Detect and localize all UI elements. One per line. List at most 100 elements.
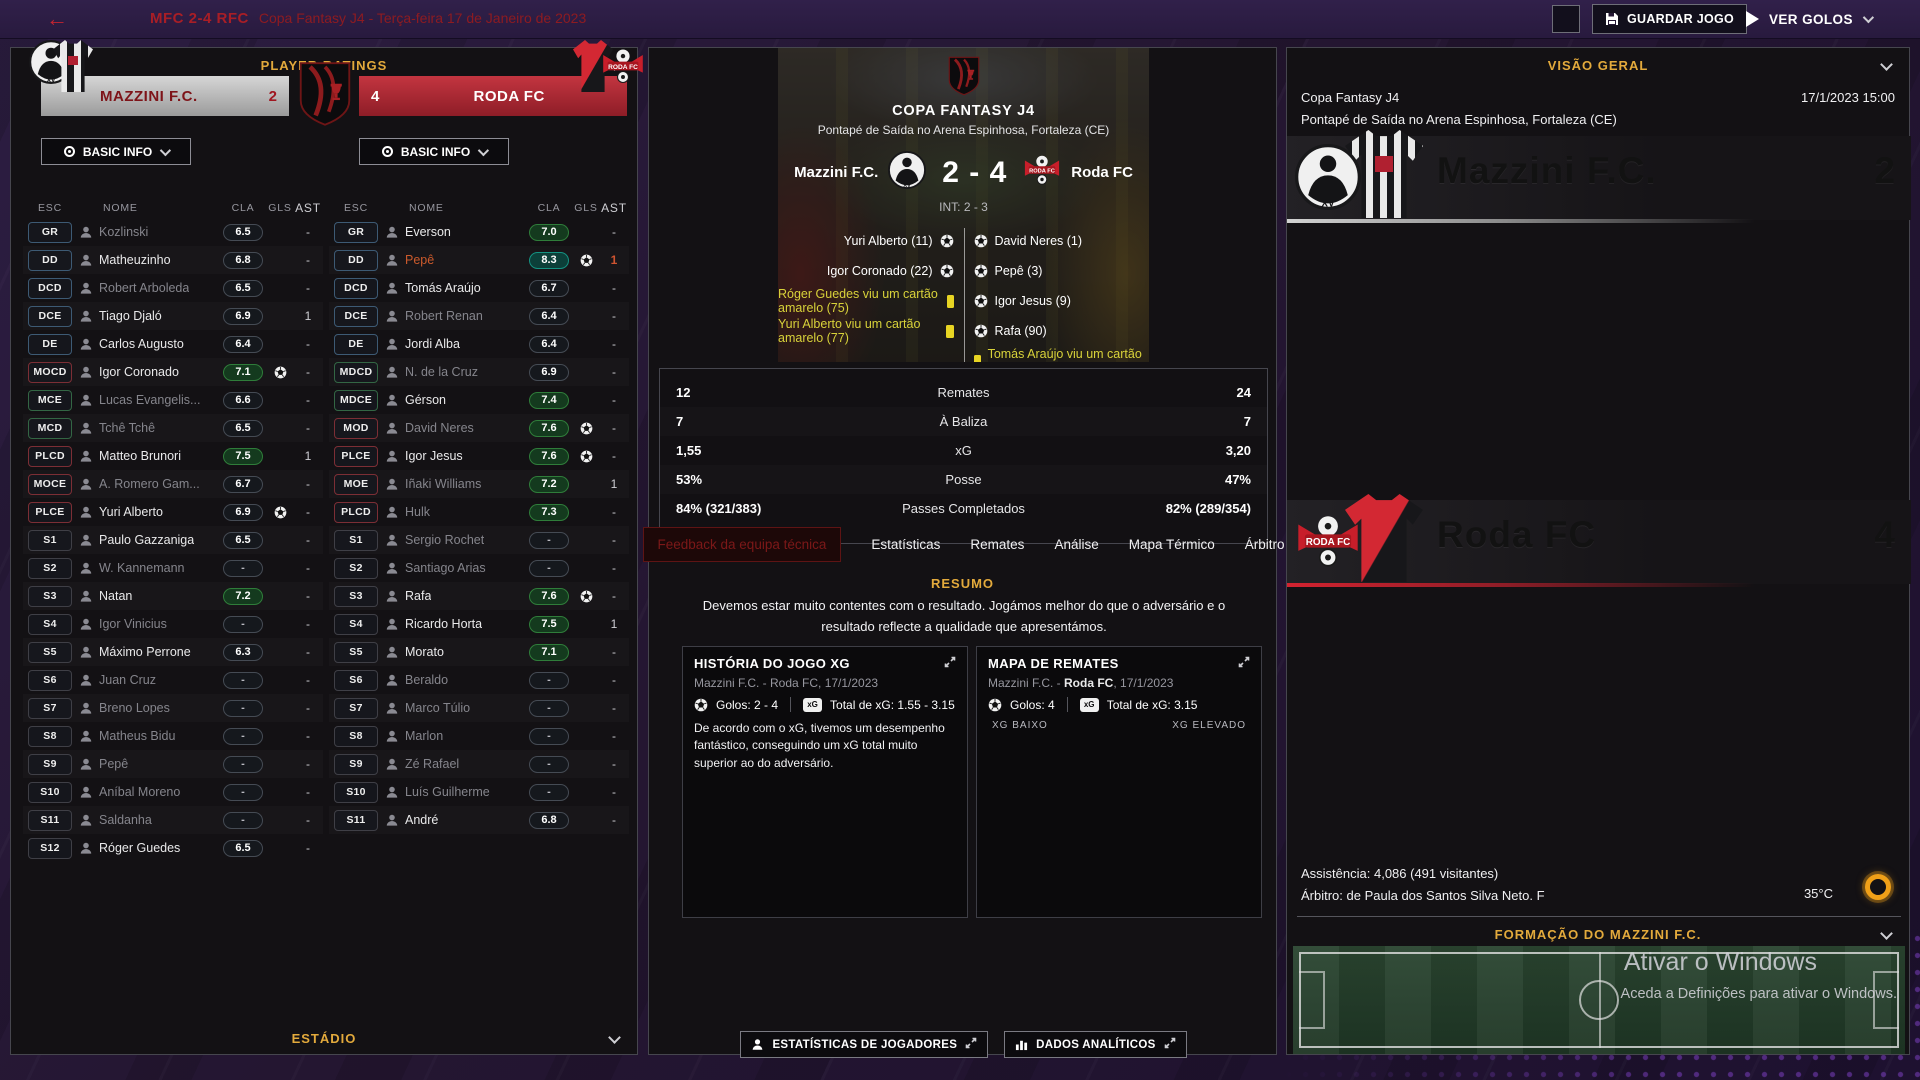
player-row[interactable]: S8 Matheus Bidu - - xyxy=(23,722,323,750)
player-row[interactable]: MCE Lucas Evangelis... 6.6 - xyxy=(23,386,323,414)
player-name: Tomás Araújo xyxy=(405,281,481,295)
player-name: Santiago Arias xyxy=(405,561,486,575)
player-row[interactable]: MOCE A. Romero Gam... 6.7 - xyxy=(23,470,323,498)
player-row[interactable]: PLCD Matteo Brunori 7.5 1 xyxy=(23,442,323,470)
back-arrow-icon[interactable]: ← xyxy=(46,6,68,31)
away-team-name: Roda FC xyxy=(1071,164,1133,181)
player-row[interactable]: S11 Saldanha - - xyxy=(23,806,323,834)
player-row[interactable]: S3 Rafa 7.6 - xyxy=(329,582,629,610)
goals-legend: Golos: 2 - 4 xyxy=(716,697,779,712)
goal-ball-icon xyxy=(988,698,1002,711)
away-stat-value: 7 xyxy=(1243,414,1251,429)
position-badge: S3 xyxy=(28,585,72,607)
save-game-button[interactable]: GUARDAR JOGO xyxy=(1592,4,1748,34)
player-row[interactable]: S6 Beraldo - - xyxy=(329,666,629,694)
match-event: David Neres (1) xyxy=(964,226,1150,256)
tab-0[interactable]: Feedback da equipa técnica xyxy=(642,526,842,562)
player-row[interactable]: S3 Natan 7.2 - xyxy=(23,582,323,610)
player-row[interactable]: DD Pepê 8.3 1 xyxy=(329,246,629,274)
goal-ball-icon xyxy=(974,294,987,308)
view-goals-button[interactable]: VER GOLOS xyxy=(1746,4,1874,34)
player-row[interactable]: S7 Marco Túlio - - xyxy=(329,694,629,722)
stat-row: 1,55 xG 3,20 xyxy=(660,436,1267,465)
player-row[interactable]: MOD David Neres 7.6 - xyxy=(329,414,629,442)
player-row[interactable]: DCD Tomás Araújo 6.7 - xyxy=(329,274,629,302)
player-name: Robert Renan xyxy=(405,309,483,323)
player-row[interactable]: S5 Morato 7.1 - xyxy=(329,638,629,666)
player-row[interactable]: DCE Robert Renan 6.4 - xyxy=(329,302,629,330)
player-row[interactable]: S9 Zé Rafael - - xyxy=(329,750,629,778)
expand-icon[interactable] xyxy=(1238,656,1250,671)
home-team-name: Mazzini F.C. xyxy=(1437,150,1657,191)
player-stats-button[interactable]: ESTATÍSTICAS DE JOGADORES xyxy=(740,1031,989,1058)
xg-legend: Total de xG: 1.55 - 3.15 xyxy=(830,697,955,712)
assists-cell: 1 xyxy=(610,477,618,491)
rating-pill: - xyxy=(223,699,263,717)
analytics-label: DADOS ANALÍTICOS xyxy=(1036,1038,1156,1051)
player-row[interactable]: MOE Iñaki Williams 7.2 1 xyxy=(329,470,629,498)
tab-2[interactable]: Remates xyxy=(970,536,1025,552)
home-stat-value: 12 xyxy=(676,385,691,400)
player-row[interactable]: S9 Pepê - - xyxy=(23,750,323,778)
player-row[interactable]: GR Everson 7.0 - xyxy=(329,218,629,246)
tab-1[interactable]: Estatísticas xyxy=(871,536,941,552)
assists-cell: - xyxy=(306,785,310,799)
player-row[interactable]: S10 Aníbal Moreno - - xyxy=(23,778,323,806)
competition-trophy-badge xyxy=(778,56,1149,101)
roda-crest-icon: RODA FC xyxy=(1025,155,1060,185)
position-badge: GR xyxy=(334,221,378,243)
assists-cell: - xyxy=(306,561,310,575)
player-row[interactable]: PLCE Yuri Alberto 6.9 - xyxy=(23,498,323,526)
person-icon xyxy=(386,702,398,714)
tab-3[interactable]: Análise xyxy=(1054,536,1099,552)
player-row[interactable]: DCE Tiago Djaló 6.9 1 xyxy=(23,302,323,330)
player-name: Lucas Evangelis... xyxy=(99,393,201,407)
player-row[interactable]: MCD Tchê Tchê 6.5 - xyxy=(23,414,323,442)
player-row[interactable]: S12 Róger Guedes 6.5 - xyxy=(23,834,323,862)
person-icon xyxy=(80,310,92,322)
tab-4[interactable]: Mapa Térmico xyxy=(1128,536,1215,552)
rating-pill: 7.6 xyxy=(529,447,569,465)
assists-cell: - xyxy=(612,225,616,239)
analytics-button[interactable]: DADOS ANALÍTICOS xyxy=(1004,1031,1187,1058)
player-row[interactable]: MOCD Igor Coronado 7.1 - xyxy=(23,358,323,386)
player-row[interactable]: S11 André 6.8 - xyxy=(329,806,629,834)
person-icon xyxy=(386,674,398,686)
player-row[interactable]: DE Jordi Alba 6.4 - xyxy=(329,330,629,358)
goals-cell xyxy=(267,366,293,379)
player-row[interactable]: DE Carlos Augusto 6.4 - xyxy=(23,330,323,358)
player-row[interactable]: GR Kozlinski 6.5 - xyxy=(23,218,323,246)
player-row[interactable]: S5 Máximo Perrone 6.3 - xyxy=(23,638,323,666)
player-row[interactable]: S4 Ricardo Horta 7.5 1 xyxy=(329,610,629,638)
player-row[interactable]: S1 Sergio Rochet - - xyxy=(329,526,629,554)
player-row[interactable]: DCD Robert Arboleda 6.5 - xyxy=(23,274,323,302)
player-row[interactable]: S7 Breno Lopes - - xyxy=(23,694,323,722)
player-row[interactable]: DD Matheuzinho 6.8 - xyxy=(23,246,323,274)
player-row[interactable]: S8 Marlon - - xyxy=(329,722,629,750)
away-basic-info-dropdown[interactable]: BASIC INFO xyxy=(359,138,509,165)
player-row[interactable]: S6 Juan Cruz - - xyxy=(23,666,323,694)
rating-pill: 7.3 xyxy=(529,503,569,521)
player-row[interactable]: MDCE Gérson 7.4 - xyxy=(329,386,629,414)
position-badge: S9 xyxy=(28,753,72,775)
icon-button[interactable] xyxy=(1552,5,1580,33)
player-row[interactable]: S2 Santiago Arias - - xyxy=(329,554,629,582)
player-row[interactable]: S2 W. Kannemann - - xyxy=(23,554,323,582)
save-game-label: GUARDAR JOGO xyxy=(1627,12,1735,26)
yellow-card-icon xyxy=(946,324,954,338)
player-row[interactable]: S1 Paulo Gazzaniga 6.5 - xyxy=(23,526,323,554)
mazzini-crest-icon: XV xyxy=(888,151,927,189)
player-row[interactable]: S10 Luís Guilherme - - xyxy=(329,778,629,806)
player-name: Paulo Gazzaniga xyxy=(99,533,195,547)
tab-5[interactable]: Árbitro xyxy=(1244,536,1285,552)
player-row[interactable]: S4 Igor Vinicius - - xyxy=(23,610,323,638)
home-basic-info-dropdown[interactable]: BASIC INFO xyxy=(41,138,191,165)
rating-pill: 6.6 xyxy=(223,391,263,409)
player-row[interactable]: PLCE Igor Jesus 7.6 - xyxy=(329,442,629,470)
summary-title: RESUMO xyxy=(930,576,995,591)
player-row[interactable]: MDCD N. de la Cruz 6.9 - xyxy=(329,358,629,386)
xg-chart-title: HISTÓRIA DO JOGO XG xyxy=(694,656,850,671)
player-row[interactable]: PLCD Hulk 7.3 - xyxy=(329,498,629,526)
position-badge: MCE xyxy=(28,389,72,411)
expand-icon[interactable] xyxy=(944,656,956,671)
